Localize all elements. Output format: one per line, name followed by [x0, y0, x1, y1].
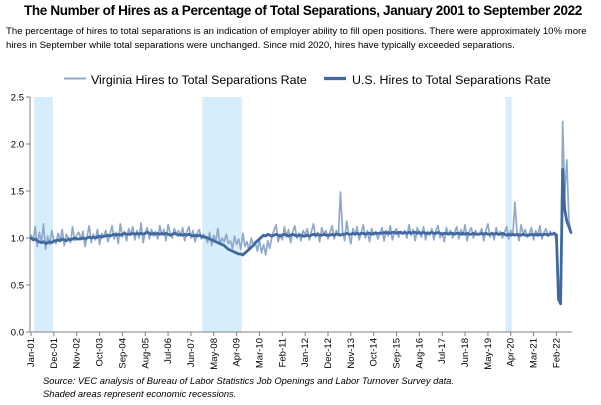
y-tick-label: 2.5	[11, 93, 24, 104]
x-tick-label: Jul-06	[163, 338, 174, 364]
x-tick-label: Jan-12	[300, 338, 311, 367]
x-tick-label: Apr-20	[506, 338, 517, 367]
x-tick-label: Sep-15	[392, 338, 403, 369]
y-tick-label: 2.0	[11, 140, 24, 151]
x-tick-label: Sep-04	[117, 338, 128, 369]
chart-legend: Virginia Hires to Total Separations Rate…	[64, 73, 551, 87]
x-tick-label: May-08	[209, 338, 220, 370]
y-tick-label: 1.0	[11, 234, 24, 245]
chart-subtitle: The percentage of hires to total separat…	[6, 26, 587, 51]
chart-source-note: Source: VEC analysis of Bureau of Labor …	[43, 374, 593, 400]
x-tick-label: Dec-01	[49, 338, 60, 369]
x-tick-label: Aug-16	[414, 338, 425, 369]
x-tick-label: Jun-07	[186, 338, 197, 367]
x-tick-label: Mar-21	[529, 338, 540, 368]
y-tick-label: 1.5	[11, 187, 24, 198]
source-line: Source: VEC analysis of Bureau of Labor …	[43, 375, 454, 386]
x-tick-label: Nov-13	[346, 338, 357, 369]
x-tick-label: Mar-10	[254, 338, 265, 368]
x-tick-label: May-19	[483, 338, 494, 370]
recession-note: Shaded areas represent economic recessio…	[43, 388, 237, 399]
x-tick-label: Jul-17	[437, 338, 448, 364]
x-tick-label: Dec-12	[323, 338, 334, 369]
y-tick-label: 0.5	[11, 281, 24, 292]
legend-us-label: U.S. Hires to Total Separations Rate	[352, 73, 551, 87]
x-tick-label: Aug-05	[140, 338, 151, 369]
x-tick-label: Jan-01	[26, 338, 37, 367]
x-tick-label: Nov-02	[72, 338, 83, 369]
legend-virginia-label: Virginia Hires to Total Separations Rate	[91, 73, 307, 87]
x-tick-label: Oct-14	[369, 338, 380, 367]
x-tick-label: Feb-11	[277, 338, 288, 367]
recession-shading	[34, 97, 512, 332]
y-tick-label: 0.0	[11, 328, 24, 339]
x-tick-label: Apr-09	[232, 338, 243, 367]
chart-title: The Number of Hires as a Percentage of T…	[24, 3, 582, 18]
series-line-us	[29, 167, 573, 306]
recession-band-1	[34, 97, 53, 332]
recession-band-2	[202, 97, 242, 332]
chart-lines	[29, 120, 573, 306]
chart-axes: 0.0 0.5 1.0 1.5 2.0 2.5 Jan-01 Dec-01 Nov-02 Oct-…	[11, 93, 572, 370]
x-tick-label: Jun-18	[460, 338, 471, 367]
x-tick-label: Feb-22	[551, 338, 562, 368]
series-line-virginia	[30, 120, 572, 298]
recession-band-3	[505, 97, 512, 332]
x-tick-label: Oct-03	[95, 338, 106, 367]
